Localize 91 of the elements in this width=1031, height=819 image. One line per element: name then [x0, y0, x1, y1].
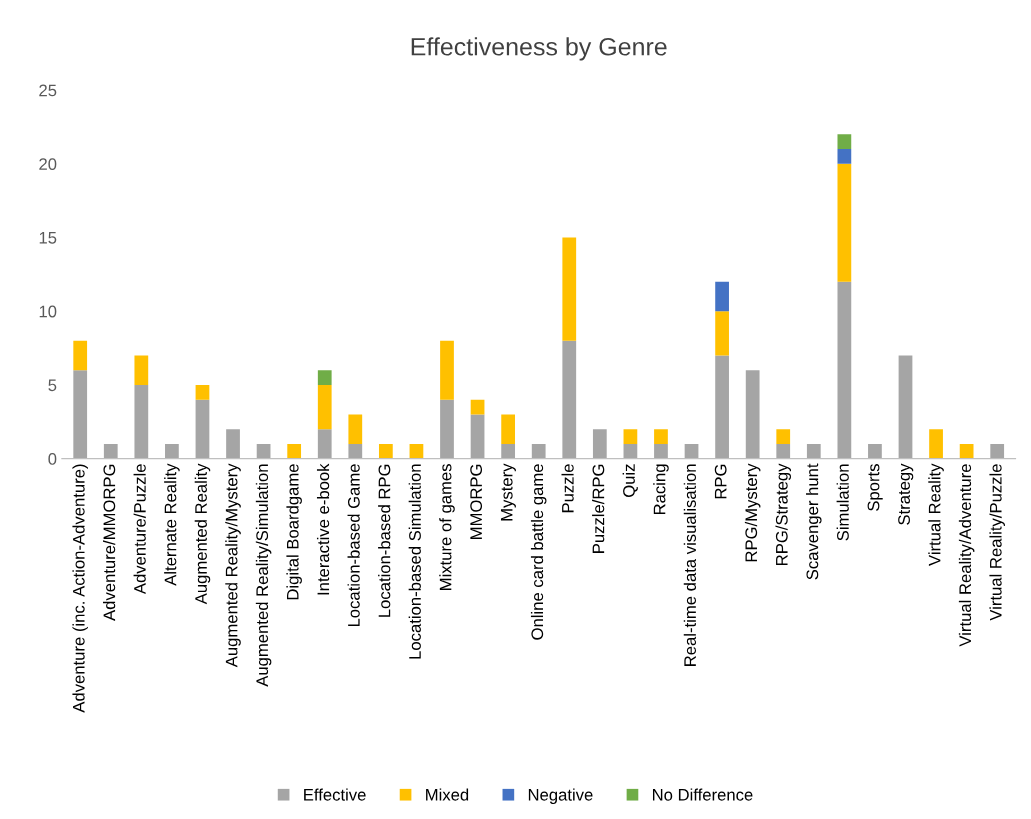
bar	[806, 443, 821, 459]
bar	[990, 443, 1005, 459]
y-tick-label: 25	[39, 84, 57, 97]
x-tick-label: MMORPG	[470, 464, 483, 539]
bar	[195, 399, 210, 459]
bar	[776, 443, 791, 459]
bar	[470, 414, 485, 459]
x-tick-label: Virtual Reality	[928, 463, 944, 566]
x-tick-label: Digital Boardgame	[286, 464, 302, 600]
bar	[654, 443, 668, 459]
bar	[623, 443, 638, 459]
bar	[317, 370, 332, 385]
bar	[440, 340, 454, 400]
legend-label: Mixed	[426, 788, 469, 801]
bar	[776, 429, 791, 444]
bar	[501, 414, 516, 444]
chart-title: Effectiveness by Genre	[411, 37, 667, 61]
x-tick-label: RPG/Mystery	[744, 463, 761, 562]
bar	[592, 429, 607, 459]
bar	[745, 370, 760, 459]
bar	[715, 281, 729, 312]
x-tick-label: Adventure/Puzzle	[133, 464, 146, 595]
bar	[103, 443, 118, 459]
bar	[898, 355, 913, 459]
x-tick-label: Mixture of games	[439, 464, 455, 590]
bar	[562, 340, 577, 459]
bar	[73, 340, 88, 371]
y-tick-label: 5	[48, 379, 57, 392]
bar	[562, 237, 577, 341]
x-tick-label: Augmented Reality/Mystery	[225, 463, 241, 668]
legend-label: Effective	[304, 788, 366, 801]
x-tick-label: Augmented Reality	[194, 463, 211, 605]
bar	[348, 443, 363, 459]
bar	[195, 384, 210, 400]
legend-label: Negative	[528, 788, 593, 804]
y-tick-label: 15	[39, 232, 57, 244]
x-tick-label: Location-based Game	[347, 464, 360, 627]
bar	[715, 311, 729, 356]
bar	[134, 355, 149, 385]
bar	[378, 443, 393, 459]
x-tick-label: Mystery	[500, 463, 516, 521]
x-tick-label: Real-time data visualisation	[683, 464, 696, 666]
bar	[623, 429, 638, 444]
x-tick-label: Sports	[867, 464, 883, 511]
bar	[868, 443, 882, 459]
bar	[348, 414, 363, 444]
x-tick-label: Strategy	[898, 463, 914, 525]
legend-label: No Difference	[652, 788, 753, 801]
x-tick-label: Adventure (inc. Action-Adventure)	[72, 464, 88, 713]
bar	[684, 443, 699, 459]
x-tick-label: Virtual Reality/Puzzle	[989, 464, 1005, 621]
x-tick-label: Online card battle game	[530, 464, 547, 640]
x-tick-label: Alternate Reality	[164, 463, 180, 586]
bar	[134, 384, 149, 459]
bar	[470, 399, 485, 415]
x-tick-label: Interactive e-book	[316, 463, 330, 595]
x-tick-label: Puzzle	[561, 464, 574, 513]
bar	[501, 443, 516, 459]
x-tick-label: RPG	[714, 464, 727, 499]
x-tick-label: Simulation	[836, 464, 849, 541]
x-tick-label: Scavenger hunt	[806, 463, 822, 580]
bar	[287, 443, 302, 459]
x-tick-label: RPG/Strategy	[775, 463, 791, 565]
x-tick-label: Adventure/MMORPG	[103, 464, 116, 621]
x-tick-label: Quiz	[622, 464, 638, 497]
bar	[165, 443, 179, 459]
x-tick-label: Racing	[653, 464, 669, 515]
bar	[531, 443, 546, 459]
bar	[226, 429, 240, 459]
x-tick-label: Augmented Reality/Simulation	[255, 464, 272, 687]
bar	[256, 443, 271, 459]
bar	[837, 163, 852, 282]
bar	[837, 134, 852, 150]
bar	[959, 443, 974, 459]
bar	[409, 443, 424, 459]
bar	[929, 429, 943, 459]
x-tick-label: Location-based Simulation	[408, 464, 421, 659]
bar	[837, 281, 852, 459]
bar	[654, 429, 668, 444]
bar	[317, 384, 332, 430]
y-tick-label: 0	[48, 453, 57, 465]
bar	[73, 370, 88, 459]
bar	[440, 399, 454, 459]
y-tick-label: 10	[39, 305, 57, 318]
x-tick-label: Location-based RPG	[378, 464, 391, 617]
y-tick-label: 20	[39, 158, 57, 170]
x-tick-label: Virtual Reality/Adventure	[958, 464, 975, 647]
bar	[715, 355, 729, 459]
bar	[317, 429, 332, 459]
bar	[837, 149, 852, 164]
x-tick-label: Puzzle/RPG	[592, 464, 605, 553]
